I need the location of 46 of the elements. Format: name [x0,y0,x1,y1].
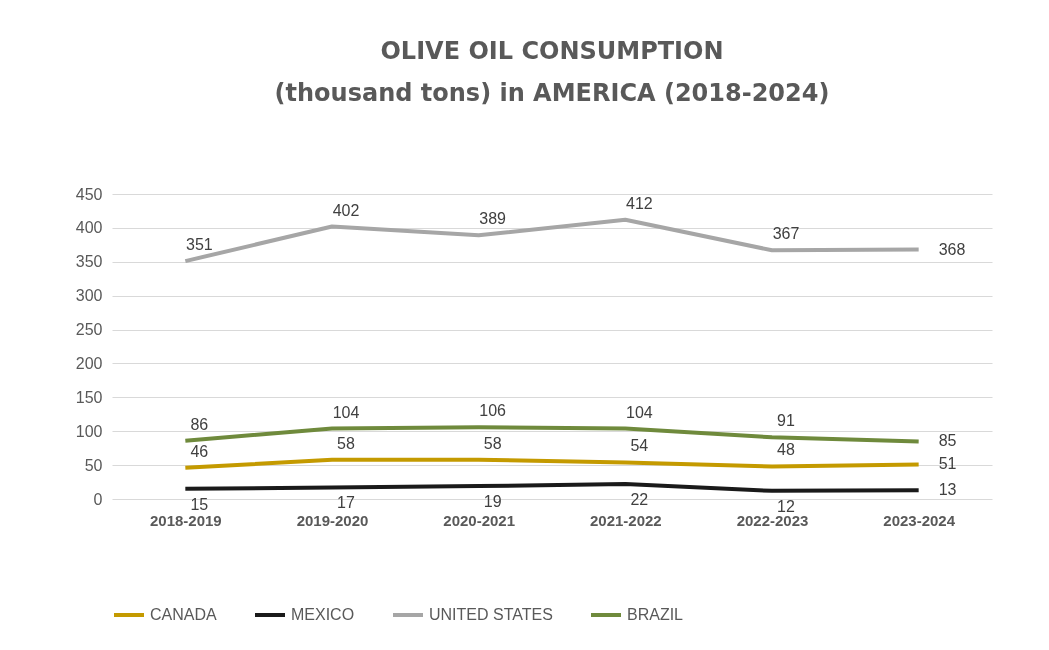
data-label: 46 [190,442,209,460]
data-label: 389 [479,210,507,228]
x-tick-label: 2018-2019 [149,511,222,529]
data-label: 58 [483,434,502,452]
y-tick-label: 200 [75,354,103,372]
legend-label: UNITED STATES [429,606,553,623]
line-series [183,457,921,470]
y-tick-label: 50 [84,456,103,474]
y-tick-label: 400 [75,219,103,237]
legend-label: BRAZIL [627,606,684,623]
data-label: 17 [337,494,355,512]
y-tick-label: 150 [75,388,103,406]
x-tick-label: 2023-2024 [883,511,956,529]
text: (thousand tons) in AMERICA (2018-2024) [274,79,830,107]
data-label: 104 [625,403,653,421]
data-label: 351 [185,236,213,254]
y-tick-label: 100 [75,422,103,440]
x-tick-label: 2021-2022 [589,511,662,529]
data-label: 51 [938,455,957,473]
y-tick-label: 350 [75,253,103,271]
data-label: 13 [938,481,957,499]
y-tick-label: 0 [93,490,103,508]
data-label: 85 [938,432,957,450]
line-series [183,482,921,493]
legend-label: CANADA [150,606,218,623]
data-label: 104 [332,403,360,421]
data-label: 86 [190,415,209,433]
data-label: 91 [777,412,795,430]
data-label: 368 [938,240,966,258]
data-label: 19 [483,493,502,511]
data-label: 412 [625,194,653,212]
y-tick-label: 300 [75,287,103,305]
data-label: 15 [190,495,209,513]
y-tick-label: 450 [75,185,103,203]
legend-label: MEXICO [291,606,355,623]
data-label: 106 [479,402,507,420]
x-tick-label: 2019-2020 [296,511,369,529]
data-label: 54 [630,437,649,455]
x-tick-label: 2020-2021 [443,511,516,529]
y-tick-label: 250 [75,321,103,339]
text: OLIVE OIL CONSUMPTION [380,37,724,65]
data-label: 48 [777,441,795,459]
data-label: 367 [772,225,800,243]
data-label: 22 [630,491,649,509]
data-label: 402 [332,201,360,219]
data-label: 58 [337,434,355,452]
